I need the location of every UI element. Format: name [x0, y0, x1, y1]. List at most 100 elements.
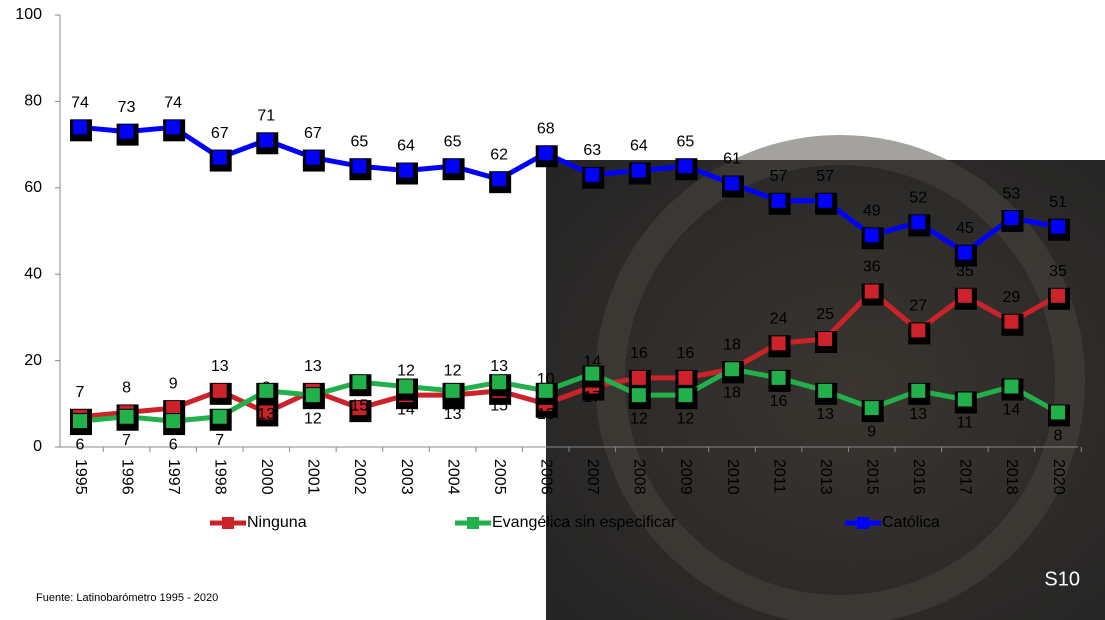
data-label: 65 — [444, 133, 462, 150]
data-label: 15 — [351, 397, 369, 414]
marker — [445, 159, 460, 174]
x-tick-label: 2010 — [724, 459, 741, 495]
data-label: 65 — [351, 133, 369, 150]
marker — [212, 409, 227, 424]
marker — [585, 366, 600, 381]
x-tick-label: 1997 — [165, 459, 182, 495]
data-label: 61 — [723, 151, 741, 168]
x-tick-label: 2017 — [957, 459, 974, 495]
marker — [305, 388, 320, 403]
data-label: 13 — [490, 358, 508, 375]
data-label: 67 — [304, 125, 322, 142]
data-label: 73 — [118, 99, 136, 116]
marker — [1051, 219, 1065, 234]
marker — [911, 215, 926, 230]
marker — [771, 370, 786, 385]
marker — [1004, 379, 1019, 394]
data-label: 7 — [215, 432, 224, 449]
source: Fuente: Latinobarómetro 1995 - 2020 — [36, 592, 218, 604]
marker — [818, 383, 833, 398]
marker — [538, 146, 553, 161]
x-tick-label: 1998 — [211, 459, 228, 495]
marker — [259, 405, 274, 420]
marker — [492, 375, 507, 390]
x-tick-label: 2013 — [817, 459, 834, 495]
marker — [957, 245, 972, 260]
data-label: 52 — [909, 190, 927, 207]
x-tick-label: 2005 — [491, 459, 508, 495]
data-label: 18 — [723, 384, 741, 401]
data-label: 71 — [257, 107, 275, 124]
data-label: 45 — [956, 220, 974, 237]
x-tick-label: 2002 — [351, 459, 368, 495]
marker — [352, 375, 367, 390]
legend-label: Católica — [882, 514, 940, 531]
data-label: 57 — [816, 168, 834, 185]
data-label: 68 — [537, 120, 555, 137]
marker — [678, 159, 693, 174]
data-label: 15 — [490, 397, 508, 414]
marker — [957, 392, 972, 407]
data-label: 13 — [537, 406, 555, 423]
marker — [631, 370, 646, 385]
data-label: 35 — [1049, 263, 1067, 280]
data-label: 12 — [397, 362, 415, 379]
y-tick-label: 0 — [33, 438, 42, 455]
data-label: 13 — [444, 406, 462, 423]
data-label: 12 — [630, 410, 648, 427]
marker — [818, 332, 833, 346]
data-label: 14 — [397, 402, 415, 419]
marker — [399, 379, 413, 394]
x-tick-label: 2004 — [444, 459, 461, 495]
series-line — [79, 124, 1059, 256]
marker — [73, 120, 87, 135]
marker — [538, 383, 553, 398]
data-label: 64 — [630, 138, 648, 155]
data-label: 67 — [211, 125, 229, 142]
marker — [259, 133, 274, 148]
y-tick-label: 20 — [24, 352, 42, 369]
marker — [212, 383, 227, 398]
data-label: 25 — [816, 306, 834, 323]
marker — [957, 288, 972, 303]
data-label: 11 — [957, 415, 974, 432]
data-label: 53 — [1003, 185, 1021, 202]
marker — [259, 383, 274, 398]
marker — [864, 284, 879, 299]
marker — [911, 323, 926, 338]
marker — [678, 370, 693, 385]
marker — [166, 120, 181, 135]
marker — [399, 163, 413, 178]
data-label: 8 — [1054, 428, 1063, 445]
data-label: 13 — [816, 406, 834, 423]
x-tick-label: 1996 — [118, 459, 135, 495]
marker — [818, 193, 833, 208]
marker — [1004, 211, 1019, 226]
marker — [725, 176, 739, 191]
marker — [352, 159, 367, 174]
marker — [771, 193, 786, 208]
data-label: 64 — [397, 138, 415, 155]
marker — [631, 163, 646, 178]
data-label: 36 — [863, 259, 881, 276]
y-tick-label: 60 — [24, 179, 42, 196]
data-label: 17 — [583, 389, 601, 406]
legend-marker — [467, 517, 479, 529]
data-label: 29 — [1003, 289, 1021, 306]
marker — [631, 388, 646, 403]
marker — [166, 401, 181, 416]
badge: S10 — [1044, 568, 1080, 590]
marker — [492, 172, 507, 187]
data-label: 62 — [490, 146, 508, 163]
x-tick-label: 2001 — [305, 459, 322, 495]
x-tick-label: 2007 — [584, 459, 601, 495]
data-label: 49 — [863, 203, 881, 220]
data-label: 74 — [164, 95, 182, 112]
marker — [305, 150, 320, 165]
marker — [585, 167, 600, 182]
y-tick-label: 80 — [24, 93, 42, 110]
marker — [166, 414, 181, 429]
legend-marker — [222, 517, 234, 529]
data-label: 65 — [677, 133, 695, 150]
data-label: 14 — [1003, 402, 1021, 419]
